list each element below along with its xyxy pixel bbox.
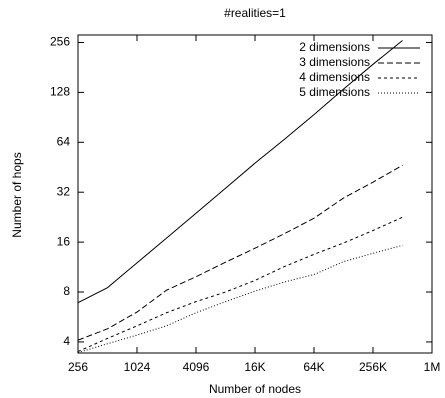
series-line: [78, 164, 403, 341]
series-line: [78, 40, 403, 304]
y-tick-label: 8: [63, 284, 70, 298]
x-tick-label: 4096: [183, 360, 210, 374]
legend-label: 3 dimensions: [299, 55, 370, 69]
y-tick-label: 256: [50, 35, 70, 49]
y-tick-label: 32: [57, 184, 71, 198]
series-line: [78, 244, 403, 353]
series-line: [78, 216, 403, 353]
x-tick-label: 256K: [359, 360, 387, 374]
plot-area: [78, 40, 403, 353]
legend-label: 4 dimensions: [299, 70, 370, 84]
y-tick-label: 16: [57, 234, 71, 248]
x-tick-label: 256: [68, 360, 88, 374]
x-tick-label: 1M: [424, 360, 441, 374]
chart-title: #realities=1: [224, 6, 286, 20]
x-tick-label: 16K: [244, 360, 265, 374]
y-tick-label: 64: [57, 134, 71, 148]
legend-label: 2 dimensions: [299, 40, 370, 54]
x-tick-label: 64K: [303, 360, 324, 374]
x-tick-label: 1024: [124, 360, 151, 374]
y-tick-label: 128: [50, 85, 70, 99]
x-axis-label: Number of nodes: [209, 382, 301, 396]
y-axis-label: Number of hops: [10, 152, 24, 237]
y-tick-label: 4: [63, 334, 70, 348]
legend-label: 5 dimensions: [299, 85, 370, 99]
plot-frame: [77, 34, 433, 354]
